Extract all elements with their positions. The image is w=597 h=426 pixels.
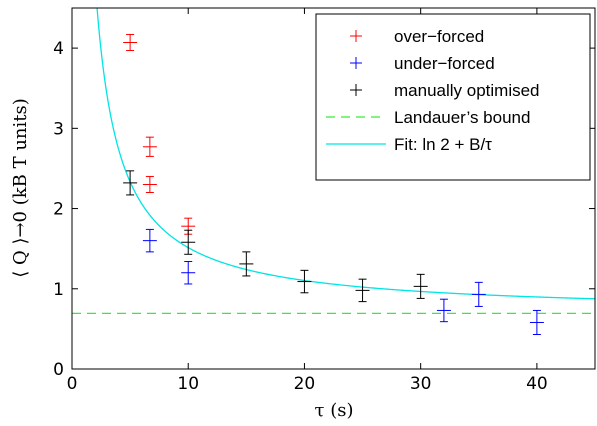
plot-frame	[71, 7, 596, 370]
x-tick-label: 30	[410, 374, 432, 394]
data-point	[529, 309, 544, 336]
curves-layer	[72, 8, 595, 314]
y-tick-label: 4	[53, 39, 64, 59]
data-point	[123, 33, 138, 52]
legend-label: over−forced	[394, 27, 484, 46]
y-tick-label: 1	[53, 280, 64, 300]
data-point	[142, 228, 157, 253]
y-axis-label: ⟨ Q ⟩→0 (kB T units)	[10, 98, 31, 278]
y-tick-label: 3	[53, 119, 64, 139]
data-point	[239, 251, 254, 277]
x-axis-label: τ (s)	[315, 400, 354, 421]
x-tick-label: 20	[294, 374, 316, 394]
data-point	[181, 261, 196, 285]
y-tick-label: 0	[53, 360, 64, 380]
y-tick-label: 2	[53, 200, 64, 220]
data-point	[355, 278, 370, 303]
data-point	[123, 170, 138, 196]
fit-curve	[96, 8, 595, 300]
legend-label: Landauer’s bound	[394, 108, 530, 127]
x-tick-label: 40	[526, 374, 548, 394]
data-point	[142, 136, 157, 157]
data-point	[471, 281, 486, 307]
x-tick-label: 0	[67, 374, 78, 394]
data-point	[413, 273, 428, 299]
legend-label: under−forced	[394, 54, 495, 73]
ticks-layer: 0 10 20 30 40 0 1 2 3 4	[53, 8, 595, 394]
data-point	[142, 175, 157, 194]
data-point	[181, 229, 196, 255]
legend: over−forced under−forced manually optimise…	[315, 13, 591, 181]
legend-label: manually optimised	[394, 81, 540, 100]
legend-box	[315, 13, 591, 181]
points-layer	[123, 33, 544, 336]
data-point	[297, 269, 312, 294]
x-tick-label: 10	[177, 374, 199, 394]
data-point	[436, 298, 451, 323]
legend-label: Fit: ln 2 + B/τ	[394, 135, 492, 154]
